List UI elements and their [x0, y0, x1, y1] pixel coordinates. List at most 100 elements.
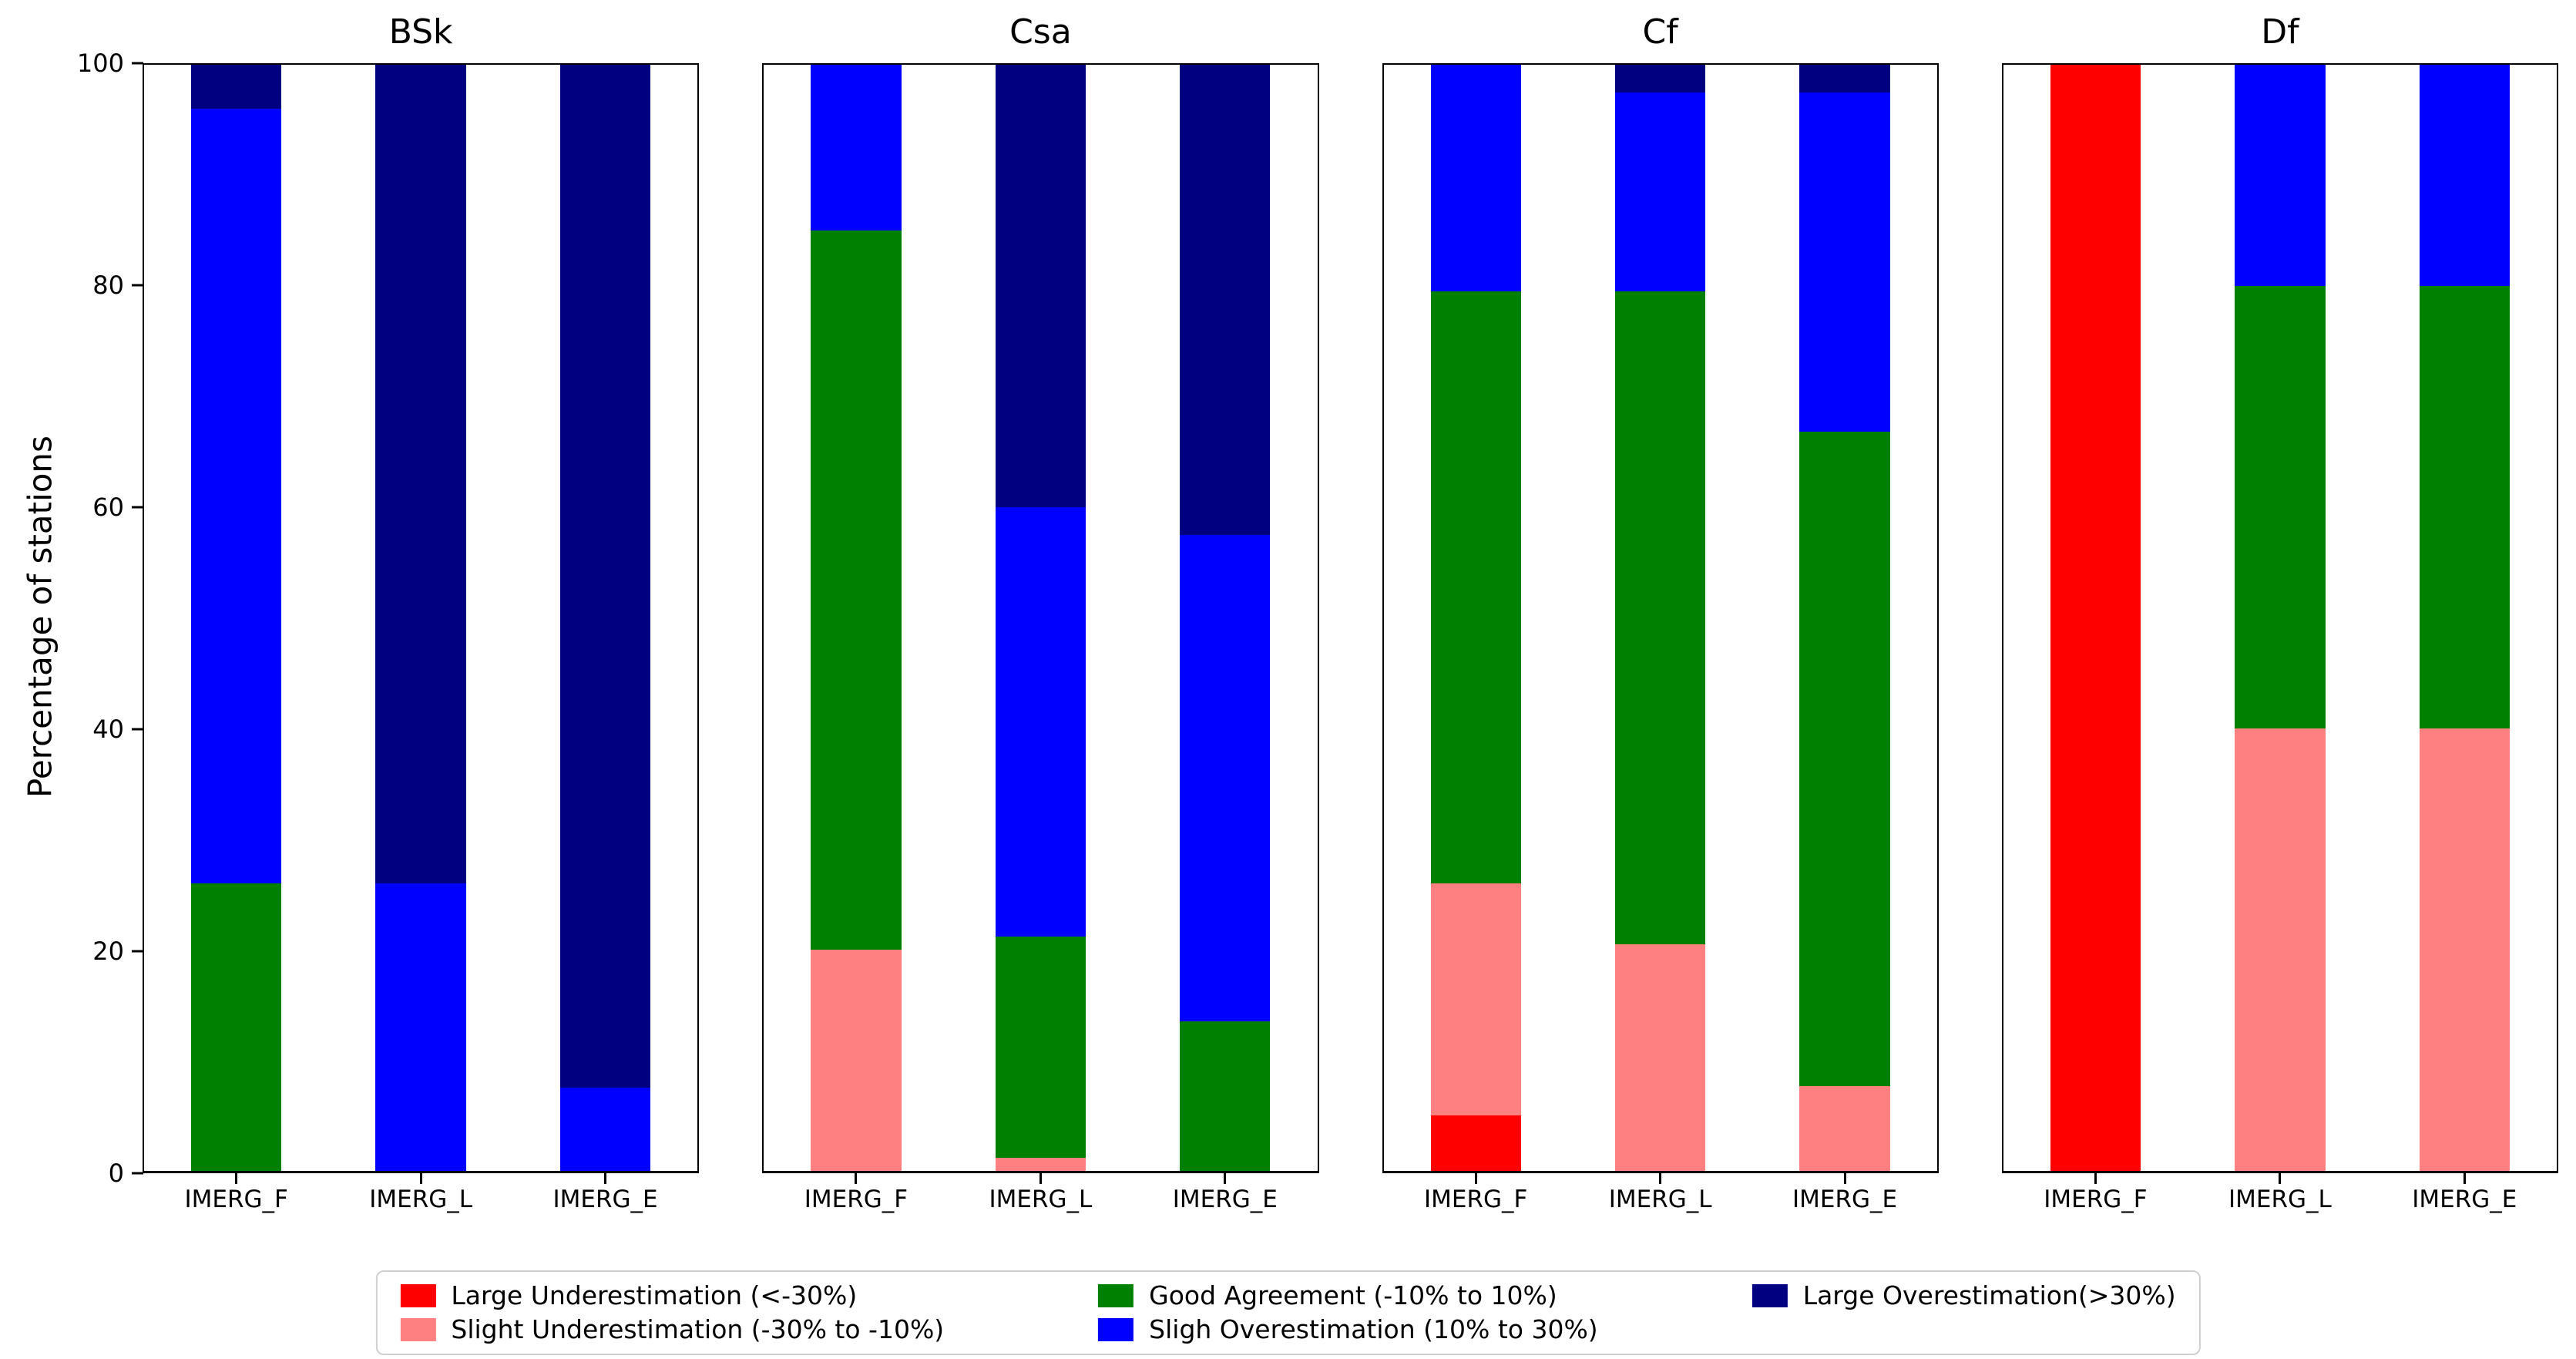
bar-segment — [2419, 65, 2510, 286]
slight-overestimation-swatch — [1098, 1317, 1134, 1341]
bar-segment — [1430, 291, 1521, 883]
slight-underestimation-swatch — [400, 1317, 436, 1341]
legend-label: Sligh Overestimation (10% to 30%) — [1149, 1314, 1598, 1344]
bar-IMERG_E — [559, 65, 651, 1171]
bar-segment — [811, 950, 902, 1171]
bar-IMERG_E — [1180, 65, 1271, 1171]
y-tick-label: 100 — [76, 49, 124, 78]
bar-slot — [1568, 65, 1752, 1184]
bar-segment — [559, 1088, 651, 1171]
x-tick-labels: IMERG_F IMERG_L IMERG_E — [764, 1186, 1317, 1213]
x-tick-label: IMERG_L — [1608, 1186, 1712, 1213]
x-tick-label: IMERG_E — [1172, 1186, 1278, 1213]
subplot-title: Df — [2261, 12, 2299, 52]
y-tick-label: 80 — [92, 271, 124, 300]
legend-label: Large Overestimation(>30%) — [1802, 1280, 2176, 1310]
x-tick-labels: IMERG_F IMERG_L IMERG_E — [1384, 1186, 1937, 1213]
plot-area — [144, 65, 697, 1184]
x-tick-label: IMERG_E — [552, 1186, 658, 1213]
bar-segment — [1430, 883, 1521, 1116]
legend-item-slight-underestimation: Slight Underestimation (-30% to -10%) — [400, 1314, 945, 1344]
bar-segment — [2235, 728, 2326, 1171]
subplot-Cf: Cf IMERG_F IMERG_L IMERG_E — [1382, 13, 1939, 1213]
x-tick-mark — [1224, 1173, 1227, 1184]
bar-segment — [559, 65, 651, 1088]
bar-IMERG_L — [2235, 65, 2326, 1171]
bar-segment — [1614, 944, 1706, 1171]
bar-segment — [811, 65, 902, 231]
bar-slot — [1384, 65, 1568, 1184]
good-agreement-swatch — [1098, 1283, 1134, 1307]
y-axis: 0 20 40 60 80 100 — [0, 51, 143, 1186]
x-tick-label: IMERG_E — [1792, 1186, 1898, 1213]
bar-segment — [191, 109, 282, 883]
y-tick-mark — [132, 284, 143, 287]
bar-IMERG_F — [191, 65, 282, 1171]
bar-segment — [995, 507, 1086, 937]
bar-slot — [2373, 65, 2557, 1184]
x-tick-label: IMERG_L — [989, 1186, 1093, 1213]
bar-segment — [995, 65, 1086, 508]
x-tick-mark — [604, 1173, 607, 1184]
large-underestimation-swatch — [400, 1283, 436, 1307]
y-tick-mark — [132, 62, 143, 65]
x-tick-labels: IMERG_F IMERG_L IMERG_E — [144, 1186, 697, 1213]
x-tick-label: IMERG_F — [2044, 1186, 2148, 1213]
bar-segment — [2050, 65, 2141, 1171]
bar-segment — [2419, 286, 2510, 728]
x-tick-label: IMERG_L — [2228, 1186, 2332, 1213]
legend-item-slight-overestimation: Sligh Overestimation (10% to 30%) — [1098, 1314, 1598, 1344]
bar-segment — [2235, 286, 2326, 728]
x-tick-mark — [235, 1173, 238, 1184]
bar-IMERG_L — [375, 65, 466, 1171]
x-tick-mark — [2094, 1173, 2097, 1184]
bar-slot — [2188, 65, 2372, 1184]
bar-segment — [1180, 1021, 1271, 1171]
bar-slot — [513, 65, 697, 1184]
x-tick-mark — [1843, 1173, 1846, 1184]
x-tick-label: IMERG_L — [369, 1186, 473, 1213]
bar-segment — [1180, 65, 1271, 535]
subplot-title: Csa — [1009, 12, 1072, 52]
y-tick-label: 20 — [92, 937, 124, 966]
subplot-title: Cf — [1642, 12, 1678, 52]
y-tick-label: 40 — [92, 715, 124, 744]
bar-segment — [2235, 65, 2326, 286]
legend-item-good-agreement: Good Agreement (-10% to 10%) — [1098, 1281, 1598, 1310]
bar-segment — [375, 65, 466, 883]
bar-segment — [191, 65, 282, 109]
x-tick-label: IMERG_F — [804, 1186, 908, 1213]
bar-segment — [1799, 432, 1890, 1086]
bar-segment — [1799, 92, 1890, 432]
bar-slot — [949, 65, 1133, 1184]
x-tick-mark — [1474, 1173, 1477, 1184]
legend-item-large-underestimation: Large Underestimation (<-30%) — [400, 1281, 944, 1310]
bar-segment — [811, 230, 902, 950]
y-tick-label: 60 — [92, 493, 124, 522]
legend-label: Good Agreement (-10% to 10%) — [1149, 1280, 1557, 1310]
bar-segment — [1614, 92, 1706, 292]
bar-slot — [764, 65, 948, 1184]
bar-slot — [328, 65, 512, 1184]
x-tick-mark — [1659, 1173, 1662, 1184]
plot-area — [764, 65, 1317, 1184]
y-tick-mark — [132, 506, 143, 509]
subplot-BSk: BSk IMERG_F IMERG_L IMERG_E — [143, 13, 700, 1213]
subplot-Csa: Csa IMERG_F IMERG_L IMERG_E — [762, 13, 1319, 1213]
x-tick-labels: IMERG_F IMERG_L IMERG_E — [2003, 1186, 2557, 1213]
bar-segment — [1430, 65, 1521, 292]
x-tick-label: IMERG_F — [184, 1186, 288, 1213]
x-tick-mark — [2279, 1173, 2282, 1184]
bar-IMERG_L — [1614, 65, 1706, 1171]
bar-segment — [191, 883, 282, 1171]
panels: BSk IMERG_F IMERG_L IMERG_E Csa IMERG_F IMERG_… — [143, 13, 2558, 1213]
legend-label: Slight Underestimation (-30% to -10%) — [451, 1314, 945, 1344]
x-tick-mark — [855, 1173, 858, 1184]
bar-IMERG_F — [1430, 65, 1521, 1171]
plot-area — [2003, 65, 2557, 1184]
bar-segment — [995, 1157, 1086, 1171]
subplot-title: BSk — [388, 12, 453, 52]
y-tick-mark — [132, 728, 143, 731]
bar-slot — [1133, 65, 1317, 1184]
